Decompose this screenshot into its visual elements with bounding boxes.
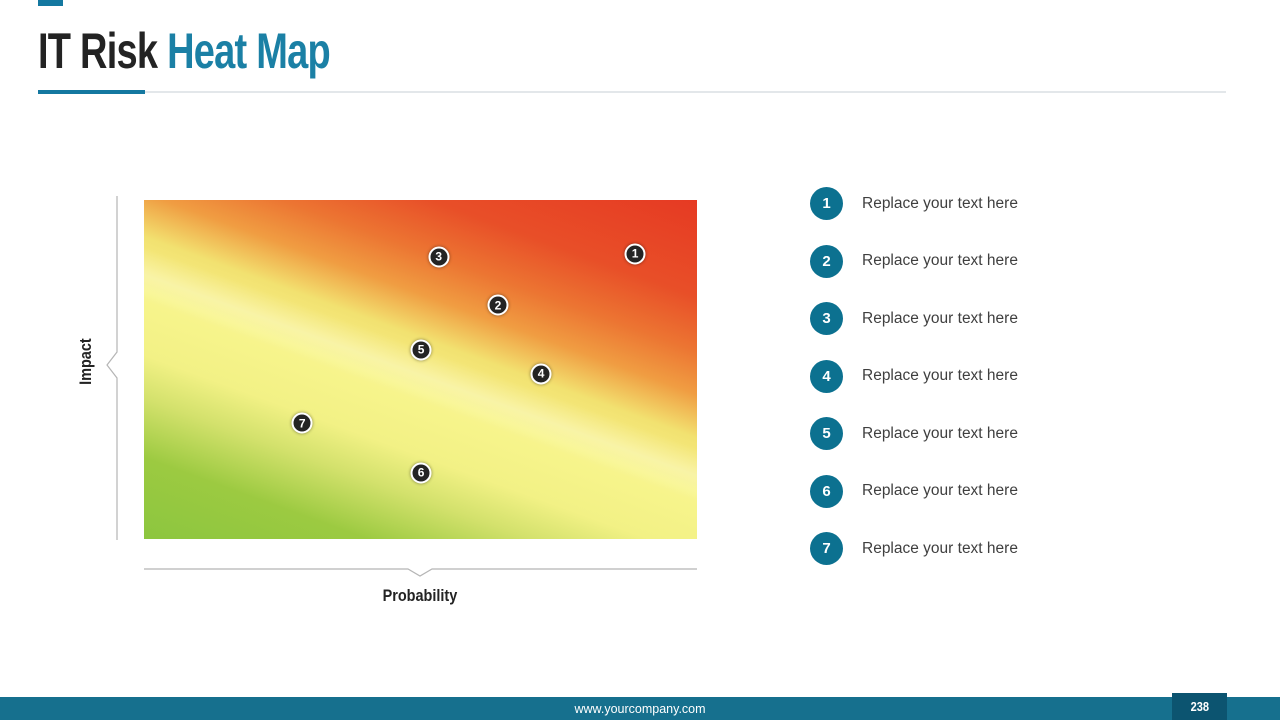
legend-number-badge: 4 [810, 359, 843, 393]
page-number-box: 238 [1172, 693, 1227, 720]
top-accent-bar [38, 0, 63, 6]
x-axis-bracket [144, 568, 697, 577]
x-axis-label-text: Probability [382, 586, 458, 605]
risk-point-5[interactable]: 5 [410, 339, 432, 361]
legend-label: Replace your text here [862, 309, 1018, 327]
legend-item-5: 5 Replace your text here [810, 417, 1018, 450]
page-number: 238 [1190, 699, 1209, 714]
title-space [157, 23, 167, 79]
x-axis-label: Probability [320, 586, 520, 606]
risk-point-6[interactable]: 6 [410, 462, 432, 484]
risk-point-3[interactable]: 3 [428, 246, 450, 268]
legend-item-1: 1 Replace your text here [810, 187, 1018, 220]
y-axis-bracket [106, 196, 118, 540]
footer-bar: www.yourcompany.com [0, 697, 1280, 720]
legend-label: Replace your text here [862, 424, 1018, 442]
legend-number-badge: 2 [810, 244, 843, 278]
risk-point-1[interactable]: 1 [624, 243, 646, 265]
legend-label: Replace your text here [862, 252, 1018, 269]
legend-item-6: 6 Replace your text here [810, 474, 1018, 508]
legend-number-badge: 5 [810, 417, 843, 450]
y-axis-label-text: Impact [76, 338, 95, 386]
legend-label: Replace your text here [862, 539, 1018, 557]
legend-item-2: 2 Replace your text here [810, 244, 1018, 278]
page-title-dark: IT Risk [38, 23, 158, 79]
page-title-accent: Heat Map [167, 23, 331, 79]
title-underline-accent [38, 90, 145, 94]
legend-number-badge: 7 [810, 532, 843, 565]
legend-item-3: 3 Replace your text here [810, 302, 1018, 335]
risk-point-4[interactable]: 4 [530, 363, 552, 385]
heatmap-plot: 1 2 3 4 5 6 7 [144, 200, 697, 539]
legend-label: Replace your text here [862, 482, 1018, 499]
legend-list: 1 Replace your text here 2 Replace your tex… [810, 187, 1018, 565]
risk-point-2[interactable]: 2 [487, 294, 509, 316]
y-axis-label: Impact [76, 322, 96, 402]
legend-number-badge: 3 [810, 302, 843, 335]
title-underline-gray [145, 91, 1226, 93]
legend-label: Replace your text here [862, 367, 1018, 384]
footer-url: www.yourcompany.com [574, 701, 706, 716]
legend-number-badge: 6 [810, 474, 843, 508]
legend-item-4: 4 Replace your text here [810, 359, 1018, 393]
legend-item-7: 7 Replace your text here [810, 532, 1018, 565]
legend-label: Replace your text here [862, 194, 1018, 212]
legend-number-badge: 1 [810, 187, 843, 220]
risk-point-7[interactable]: 7 [291, 412, 313, 434]
page-title: IT Risk Heat Map [38, 22, 331, 80]
